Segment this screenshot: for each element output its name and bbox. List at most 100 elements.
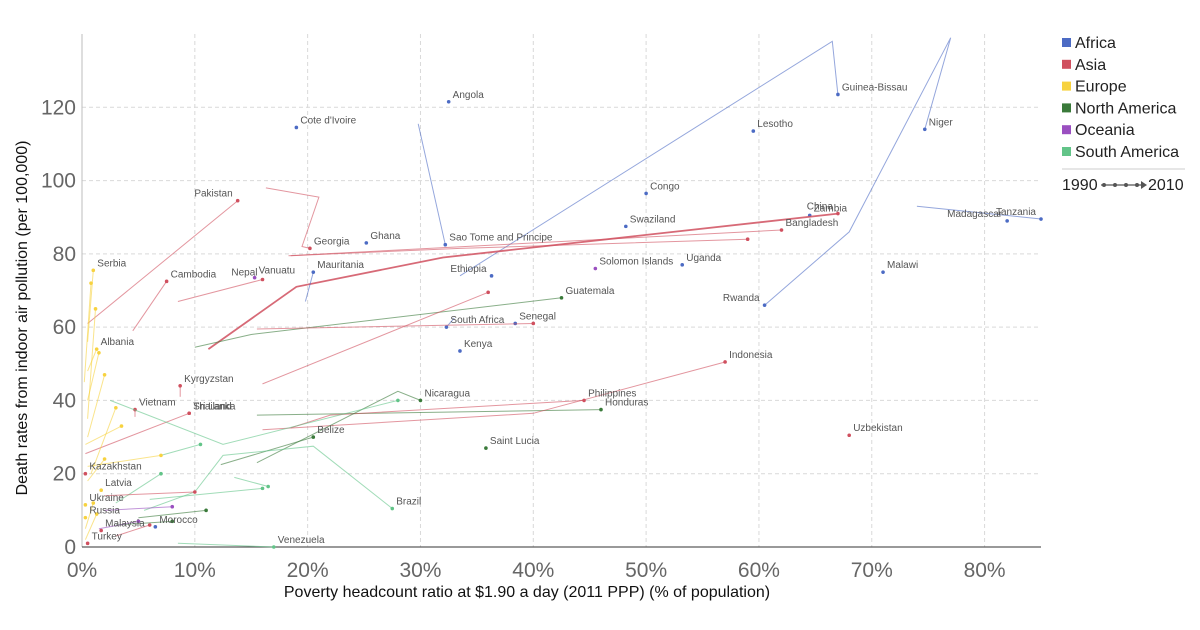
data-point[interactable] [458,349,462,353]
series-belarus[interactable] [84,512,99,540]
data-point[interactable] [91,268,96,273]
series-swaziland[interactable] [624,224,628,229]
data-point[interactable] [83,503,88,507]
data-point[interactable] [164,279,169,284]
series-mexico[interactable] [115,519,175,526]
data-point[interactable] [593,266,598,271]
data-point[interactable] [89,281,93,285]
data-point[interactable] [390,506,395,511]
data-point[interactable] [489,274,494,278]
legend[interactable]: Africa Asia Europe North America Oceania Sout… [1062,35,1185,194]
data-point[interactable] [193,490,197,494]
series-myanmar[interactable] [262,290,490,385]
series-bulgaria[interactable] [87,457,107,482]
data-point[interactable] [198,442,203,447]
data-point[interactable] [91,501,96,505]
data-point[interactable] [294,125,299,130]
data-point[interactable] [93,307,98,311]
series-bangladesh[interactable] [288,228,784,257]
data-point[interactable] [446,99,451,104]
data-point[interactable] [922,127,927,132]
data-point[interactable] [170,504,175,509]
series-papua-new-guinea[interactable] [98,519,141,530]
series-guatemala[interactable] [194,296,564,348]
series-montenegro[interactable] [83,281,93,383]
data-point[interactable] [94,512,99,516]
series-laos[interactable] [256,321,536,330]
series-colombia[interactable] [110,398,400,445]
series-guinea-bissau[interactable] [459,40,840,277]
data-point[interactable] [751,129,756,133]
series-malawi[interactable] [881,270,885,274]
series-rwanda[interactable] [762,303,767,307]
data-point[interactable] [99,528,103,533]
series-cambodia[interactable] [132,279,169,332]
legend-item[interactable]: Europe [1075,79,1127,96]
data-point[interactable] [745,237,750,241]
data-point[interactable] [582,398,586,403]
data-point[interactable] [83,515,88,520]
series-solomon-islands[interactable] [593,266,598,271]
series-ghana[interactable] [364,241,369,245]
series-russia[interactable] [83,515,88,520]
data-point[interactable] [486,290,490,295]
series-congo[interactable] [644,191,648,196]
legend-item[interactable]: North America [1075,100,1176,117]
series-kenya[interactable] [458,349,462,353]
data-point[interactable] [418,398,423,403]
data-point[interactable] [252,275,257,280]
series-albania[interactable] [87,347,99,372]
data-point[interactable] [308,246,312,251]
series-indonesia[interactable] [262,360,727,431]
data-point[interactable] [260,486,265,491]
legend-item[interactable]: Africa [1075,35,1116,52]
series-china[interactable] [207,211,840,350]
data-point[interactable] [204,508,208,513]
data-point[interactable] [531,321,536,326]
data-point[interactable] [836,92,840,97]
data-point[interactable] [114,405,118,410]
series-niger[interactable] [764,37,952,306]
series-angola[interactable] [446,99,451,104]
data-point[interactable] [847,433,851,438]
series-venezuela[interactable] [177,542,276,549]
data-point[interactable] [559,296,564,300]
data-point[interactable] [187,411,191,416]
series-georgia[interactable] [265,187,320,251]
data-point[interactable] [153,525,158,529]
data-point[interactable] [396,398,400,403]
series-nicaragua[interactable] [256,390,423,464]
series-sao-tome-and-principe[interactable] [417,123,448,247]
series-ethiopia[interactable] [489,274,494,278]
data-point[interactable] [97,350,101,355]
series-cote-d-ivoire[interactable] [294,125,299,130]
series-malaysia[interactable] [99,528,103,533]
data-point[interactable] [85,541,90,546]
series-uganda[interactable] [680,263,685,267]
series-pakistan[interactable] [87,198,240,324]
series-bolivia[interactable] [160,442,203,456]
series-brazil[interactable] [143,445,395,511]
series-macedonia[interactable] [90,405,118,474]
data-point[interactable] [624,224,628,229]
series-fiji[interactable] [104,504,175,511]
data-point[interactable] [147,523,152,527]
data-point[interactable] [779,228,784,232]
series-lithuania[interactable] [87,453,163,467]
data-point[interactable] [723,360,727,364]
series-latvia[interactable] [99,488,103,493]
legend-item[interactable]: Asia [1075,57,1106,74]
data-point[interactable] [235,198,240,203]
series-lesotho[interactable] [751,129,756,133]
series-armenia[interactable] [104,490,197,497]
series-estonia[interactable] [84,501,96,529]
series-dominican-republic[interactable] [138,508,208,519]
series-nepal[interactable] [177,277,265,302]
series-india[interactable] [290,237,750,257]
series-tajikistan[interactable] [115,523,152,537]
data-point[interactable] [311,270,316,274]
data-point[interactable] [272,545,276,549]
series-mauritania[interactable] [304,270,316,302]
series-belize[interactable] [220,435,316,466]
data-point[interactable] [364,241,369,245]
